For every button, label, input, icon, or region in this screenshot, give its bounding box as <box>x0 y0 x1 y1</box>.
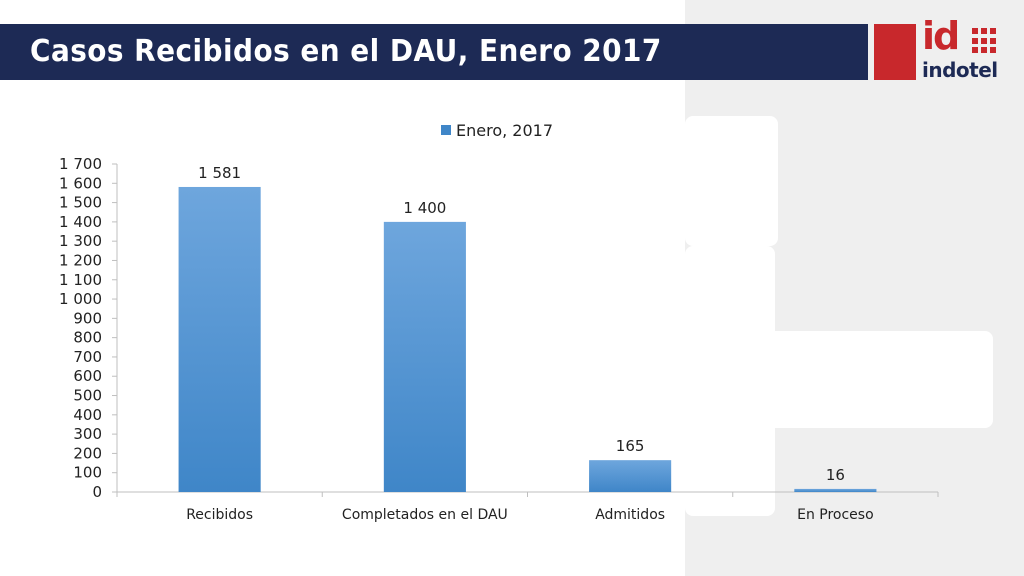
title-bar <box>0 24 868 80</box>
y-tick-label: 1 200 <box>59 251 102 269</box>
y-tick-label: 1 300 <box>59 232 102 250</box>
category-label: Admitidos <box>595 507 665 523</box>
y-tick-label: 200 <box>73 444 102 462</box>
y-tick-label: 700 <box>73 348 102 366</box>
category-label: En Proceso <box>797 507 874 523</box>
background-card-top <box>685 116 778 246</box>
background-card-right <box>726 331 993 428</box>
y-tick-label: 300 <box>73 425 102 443</box>
y-tick-label: 1 400 <box>59 213 102 231</box>
y-tick-label: 1 000 <box>59 290 102 308</box>
y-tick-label: 1 100 <box>59 271 102 289</box>
y-tick-label: 800 <box>73 329 102 347</box>
bar-completados-en-el-dau <box>383 221 466 492</box>
y-tick-label: 1 700 <box>59 155 102 173</box>
data-label: 1 581 <box>198 164 241 182</box>
logo-indotel-text: indotel <box>922 58 998 82</box>
data-label: 16 <box>826 466 845 484</box>
category-label: Recibidos <box>186 507 253 523</box>
data-label: 165 <box>616 437 645 455</box>
bar-recibidos <box>178 186 261 492</box>
y-tick-label: 900 <box>73 309 102 327</box>
y-tick-label: 0 <box>92 483 102 501</box>
indotel-logo: id indotel <box>874 14 1004 88</box>
bar-admitidos <box>589 460 672 492</box>
y-tick-label: 400 <box>73 406 102 424</box>
y-tick-label: 1 500 <box>59 194 102 212</box>
data-label: 1 400 <box>403 199 446 217</box>
logo-red-block <box>874 24 916 80</box>
logo-id-text: id <box>922 14 960 58</box>
logo-grid-icon <box>972 28 998 54</box>
y-tick-label: 1 600 <box>59 174 102 192</box>
y-tick-label: 500 <box>73 387 102 405</box>
bar-en-proceso <box>794 488 877 492</box>
y-tick-label: 600 <box>73 367 102 385</box>
slide-title: Casos Recibidos en el DAU, Enero 2017 <box>30 34 662 69</box>
legend-label: Enero, 2017 <box>456 121 553 140</box>
y-tick-label: 100 <box>73 464 102 482</box>
legend-swatch <box>441 125 451 135</box>
category-label: Completados en el DAU <box>342 507 508 523</box>
